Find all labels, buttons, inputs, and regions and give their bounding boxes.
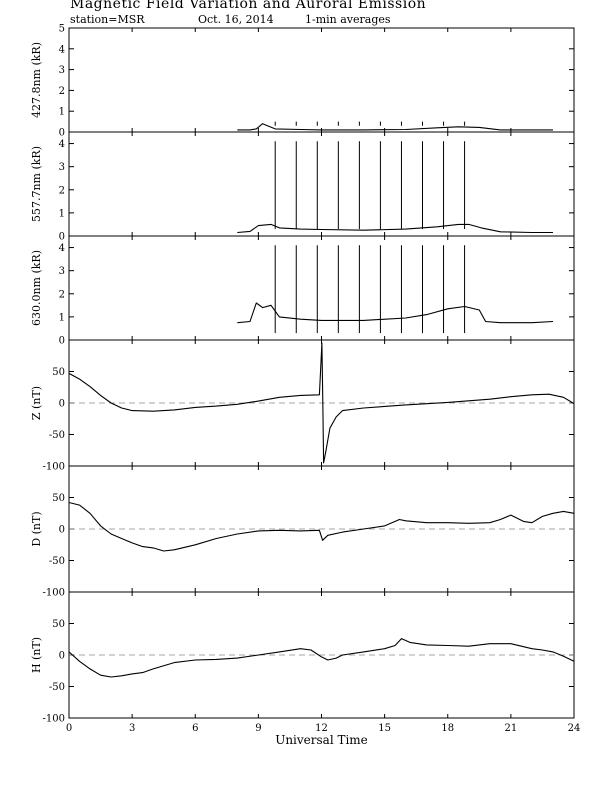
y-tick-label-pD: 0: [59, 525, 65, 536]
plot-frame-p5577: [68, 131, 575, 237]
y-tick-label-p4278: 4: [59, 44, 65, 55]
x-axis-label: Universal Time: [275, 733, 368, 747]
y-tick-label-p6300: 3: [59, 266, 65, 277]
x-tick-label: 24: [568, 723, 581, 734]
y-axis-label-pH: H (nT): [30, 637, 43, 673]
averaging-label: 1-min averages: [305, 13, 391, 26]
series-line-pD: [68, 501, 575, 552]
y-tick-label-p4278: 5: [59, 24, 65, 35]
series-line-p4278: [237, 123, 553, 131]
y-axis-label-p5577: 557.7nm (kR): [30, 146, 43, 222]
y-axis-label-pZ: Z (nT): [30, 386, 43, 420]
y-tick-label-pZ: -100: [43, 462, 65, 473]
x-tick-label: 6: [192, 723, 198, 734]
y-tick-label-pZ: -50: [49, 430, 65, 441]
y-tick-label-pH: 50: [52, 619, 65, 630]
x-tick-label: 18: [441, 723, 454, 734]
y-axis-label-p4278: 427.8nm (kR): [30, 42, 43, 118]
y-tick-label-p6300: 1: [59, 312, 65, 323]
y-axis-label-p6300: 630.0nm (kR): [30, 250, 43, 326]
y-tick-label-pZ: 50: [52, 367, 65, 378]
chart-title: Magnetic Field Variation and Auroral Emi…: [70, 0, 427, 12]
x-tick-label: 9: [255, 723, 261, 734]
x-tick-label: 0: [66, 723, 72, 734]
y-tick-label-p5577: 3: [59, 162, 65, 173]
x-tick-label: 21: [505, 723, 518, 734]
y-tick-label-p5577: 4: [59, 139, 65, 150]
y-tick-label-pH: 0: [59, 651, 65, 662]
y-tick-label-p5577: 2: [59, 185, 65, 196]
series-line-pZ: [68, 342, 575, 464]
x-tick-label: 15: [378, 723, 391, 734]
date-label: Oct. 16, 2014: [198, 13, 274, 26]
x-tick-label: 3: [129, 723, 135, 734]
y-tick-label-pZ: 0: [59, 399, 65, 410]
plot-frame-p6300: [68, 235, 575, 341]
plot-frame-p4278: [68, 27, 575, 133]
y-tick-label-p5577: 1: [59, 208, 65, 219]
x-tick-label: 12: [315, 723, 328, 734]
series-line-pH: [68, 638, 575, 678]
y-tick-label-p6300: 4: [59, 243, 65, 254]
y-tick-label-pH: -50: [49, 682, 65, 693]
y-tick-label-p4278: 1: [59, 107, 65, 118]
y-tick-label-p4278: 0: [59, 128, 65, 139]
y-tick-label-pD: 50: [52, 493, 65, 504]
series-line-p5577: [237, 223, 553, 234]
y-tick-label-pD: -100: [43, 588, 65, 599]
station-label: station=MSR: [70, 13, 145, 26]
y-tick-label-p4278: 2: [59, 86, 65, 97]
series-line-p6300: [237, 302, 554, 324]
y-tick-label-p4278: 3: [59, 65, 65, 76]
y-tick-label-pH: -100: [43, 714, 65, 725]
y-tick-label-p6300: 2: [59, 289, 65, 300]
y-tick-label-p6300: 0: [59, 336, 65, 347]
y-tick-label-p5577: 0: [59, 232, 65, 243]
y-axis-label-pD: D (nT): [30, 511, 43, 546]
y-tick-label-pD: -50: [49, 556, 65, 567]
